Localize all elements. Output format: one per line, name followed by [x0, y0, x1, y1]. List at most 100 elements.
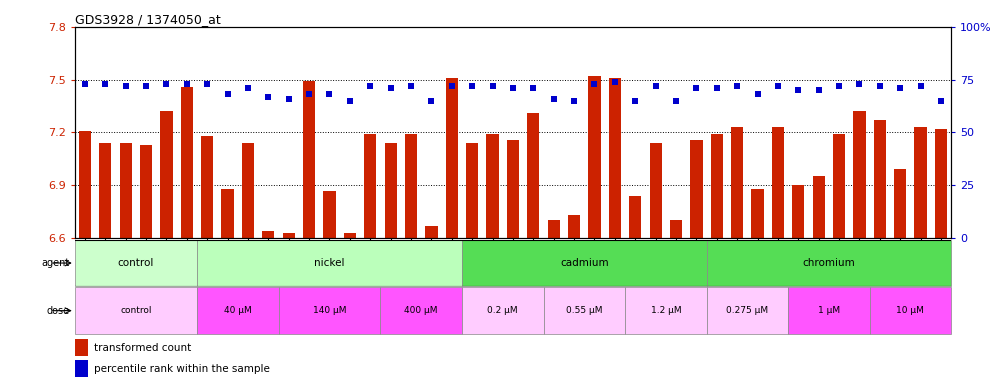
Bar: [854, 111, 866, 238]
Bar: [201, 136, 213, 238]
Text: 10 μM: 10 μM: [896, 306, 924, 315]
Bar: [100, 143, 112, 238]
Point: [363, 83, 378, 89]
Bar: [462, 287, 544, 334]
Bar: [711, 134, 723, 238]
Bar: [279, 287, 380, 334]
Bar: [589, 76, 601, 238]
Text: control: control: [121, 306, 151, 315]
Point: [98, 81, 114, 87]
Bar: [283, 233, 295, 238]
Text: percentile rank within the sample: percentile rank within the sample: [94, 364, 270, 374]
Point: [627, 98, 643, 104]
Text: 400 μM: 400 μM: [404, 306, 438, 315]
Point: [423, 98, 439, 104]
Bar: [792, 185, 805, 238]
Text: 0.275 μM: 0.275 μM: [726, 306, 768, 315]
Bar: [75, 287, 197, 334]
Bar: [731, 127, 743, 238]
Bar: [914, 127, 926, 238]
Point: [240, 85, 256, 91]
Bar: [380, 287, 462, 334]
Point: [219, 91, 235, 98]
Point: [872, 83, 887, 89]
Point: [322, 91, 338, 98]
Text: dose: dose: [47, 306, 70, 316]
Point: [342, 98, 358, 104]
Point: [464, 83, 480, 89]
Text: 140 μM: 140 μM: [313, 306, 347, 315]
Bar: [462, 240, 706, 286]
Bar: [221, 189, 234, 238]
Point: [444, 83, 460, 89]
Point: [505, 85, 521, 91]
Bar: [706, 240, 951, 286]
Bar: [870, 287, 951, 334]
Point: [485, 83, 501, 89]
Point: [260, 93, 276, 99]
Bar: [548, 220, 560, 238]
Bar: [344, 233, 356, 238]
Bar: [324, 190, 336, 238]
Bar: [303, 81, 315, 238]
Point: [179, 81, 195, 87]
Point: [770, 83, 786, 89]
Point: [831, 83, 847, 89]
Point: [750, 91, 766, 98]
Point: [852, 81, 868, 87]
Bar: [873, 120, 886, 238]
Point: [403, 83, 419, 89]
Point: [607, 79, 622, 85]
Bar: [75, 240, 197, 286]
Bar: [160, 111, 172, 238]
Point: [587, 81, 603, 87]
Bar: [706, 287, 788, 334]
Bar: [935, 129, 947, 238]
Point: [566, 98, 582, 104]
Bar: [384, 143, 396, 238]
Bar: [788, 287, 870, 334]
Bar: [466, 143, 478, 238]
Bar: [670, 220, 682, 238]
Bar: [120, 143, 131, 238]
Point: [382, 85, 398, 91]
Bar: [625, 287, 706, 334]
Text: 0.55 μM: 0.55 μM: [566, 306, 603, 315]
Point: [138, 83, 154, 89]
Bar: [75, 360, 88, 377]
Point: [729, 83, 745, 89]
Text: nickel: nickel: [315, 258, 345, 268]
Text: agent: agent: [42, 258, 70, 268]
Point: [668, 98, 684, 104]
Bar: [833, 134, 846, 238]
Point: [281, 96, 297, 102]
Point: [118, 83, 133, 89]
Point: [791, 87, 807, 93]
Bar: [690, 139, 702, 238]
Bar: [445, 78, 458, 238]
Point: [811, 87, 827, 93]
Point: [912, 83, 928, 89]
Point: [301, 91, 317, 98]
Bar: [507, 139, 519, 238]
Point: [199, 81, 215, 87]
Bar: [197, 240, 462, 286]
Text: transformed count: transformed count: [94, 343, 191, 353]
Point: [709, 85, 725, 91]
Bar: [649, 143, 661, 238]
Bar: [242, 143, 254, 238]
Bar: [405, 134, 417, 238]
Bar: [75, 339, 88, 356]
Bar: [486, 134, 499, 238]
Bar: [813, 177, 825, 238]
Text: control: control: [118, 258, 154, 268]
Point: [158, 81, 174, 87]
Bar: [751, 189, 764, 238]
Text: 1 μM: 1 μM: [818, 306, 840, 315]
Point: [892, 85, 908, 91]
Point: [77, 81, 93, 87]
Bar: [262, 231, 275, 238]
Bar: [197, 287, 279, 334]
Point: [933, 98, 949, 104]
Point: [525, 85, 541, 91]
